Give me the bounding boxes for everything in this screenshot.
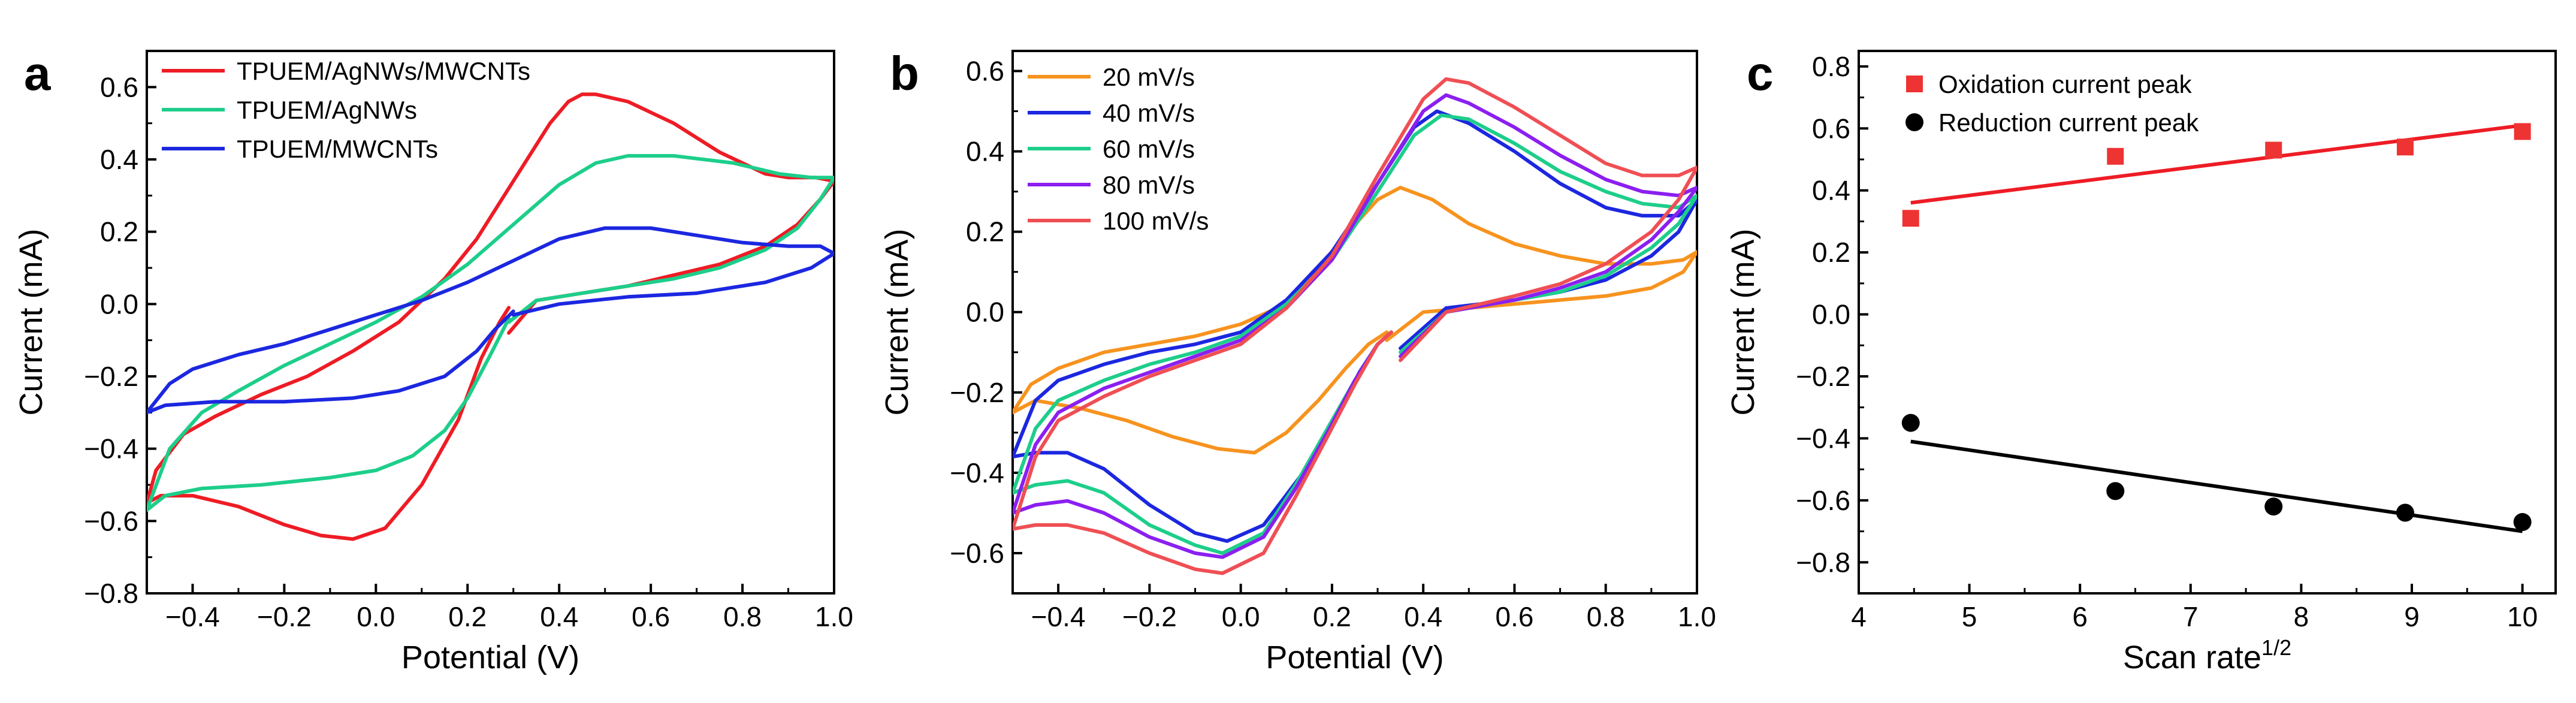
y-tick-label: −0.4 bbox=[1796, 423, 1850, 454]
y-tick-label: 0.2 bbox=[100, 216, 138, 248]
data-point-oxidation-current-peak bbox=[2514, 123, 2531, 140]
y-tick-label: −0.8 bbox=[84, 578, 138, 609]
plot-area-c bbox=[1901, 123, 2532, 533]
y-tick-label: 0.2 bbox=[1812, 237, 1850, 268]
x-tick-label: 0.8 bbox=[1587, 601, 1625, 632]
x-axis-title: Potential (V) bbox=[401, 639, 579, 675]
y-tick-label: −0.8 bbox=[1796, 547, 1850, 578]
y-tick-label: 0.0 bbox=[966, 297, 1004, 328]
x-tick-label: 7 bbox=[2183, 601, 2198, 632]
x-axis-title-text: Scan rate bbox=[2123, 639, 2261, 675]
x-tick-label: 8 bbox=[2294, 601, 2309, 632]
legend-label-tpuem-agnws-mwcnts: TPUEM/AgNWs/MWCNTs bbox=[237, 57, 530, 85]
legend-label-tpuem-mwcnts: TPUEM/MWCNTs bbox=[237, 135, 438, 163]
y-tick-label: 0.6 bbox=[1812, 113, 1850, 144]
y-tick-label: 0.4 bbox=[1812, 175, 1850, 206]
x-tick-label: 1.0 bbox=[815, 601, 853, 632]
y-tick-label: 0.6 bbox=[100, 71, 138, 102]
legend-label-oxidation-current-peak: Oxidation current peak bbox=[1938, 70, 2193, 98]
cv-curve-60-mv-s bbox=[1013, 113, 1697, 555]
data-point-oxidation-current-peak bbox=[2396, 138, 2414, 156]
legend-label-60-mv-s: 60 mV/s bbox=[1103, 135, 1195, 163]
cv-curve-tpuem-agnws-mwcnts bbox=[147, 92, 834, 541]
x-tick-label: 0.4 bbox=[540, 601, 578, 632]
panel-label-c: c bbox=[1747, 47, 1774, 100]
y-tick-label: 0.0 bbox=[1812, 299, 1850, 330]
cv-curve-tpuem-agnws bbox=[147, 154, 834, 512]
data-point-oxidation-current-peak bbox=[2107, 147, 2124, 165]
y-axis-title: Current (mA) bbox=[879, 228, 915, 415]
data-point-reduction-current-peak bbox=[2513, 513, 2532, 532]
y-axis-title: Current (mA) bbox=[13, 228, 49, 415]
data-point-reduction-current-peak bbox=[2396, 503, 2414, 522]
legend-label-80-mv-s: 80 mV/s bbox=[1103, 171, 1195, 199]
cv-curve-40-mv-s bbox=[1013, 109, 1697, 543]
plot-area-b bbox=[1013, 77, 1697, 575]
x-tick-label: 5 bbox=[1962, 601, 1977, 632]
x-tick-label: 0.6 bbox=[632, 601, 670, 632]
data-point-reduction-current-peak bbox=[2106, 482, 2125, 500]
y-tick-label: 0.0 bbox=[100, 288, 138, 319]
x-axis-title: Potential (V) bbox=[1266, 639, 1443, 675]
x-tick-label: 0.2 bbox=[448, 601, 487, 632]
legend-label-tpuem-agnws: TPUEM/AgNWs bbox=[237, 96, 417, 124]
legend-label-20-mv-s: 20 mV/s bbox=[1103, 63, 1195, 91]
x-tick-label: −0.2 bbox=[257, 601, 312, 632]
y-tick-label: −0.6 bbox=[1796, 485, 1850, 516]
cv-curve-80-mv-s bbox=[1013, 93, 1697, 559]
y-tick-label: 0.4 bbox=[966, 136, 1004, 167]
plot-frame-a bbox=[146, 50, 835, 595]
data-point-reduction-current-peak bbox=[1901, 414, 1920, 432]
legend-label-reduction-current-peak: Reduction current peak bbox=[1938, 108, 2199, 137]
x-axis-title-superscript: 1/2 bbox=[2261, 635, 2291, 660]
y-tick-label: −0.6 bbox=[84, 505, 138, 536]
x-tick-label: 0.8 bbox=[723, 601, 762, 632]
y-tick-label: 0.6 bbox=[966, 56, 1004, 87]
x-tick-label: 0.0 bbox=[357, 601, 395, 632]
x-tick-label: 1.0 bbox=[1678, 601, 1716, 632]
y-tick-label: −0.2 bbox=[950, 377, 1004, 408]
fit-line-reduction-current-peak bbox=[1910, 439, 2523, 533]
y-tick-label: −0.4 bbox=[950, 457, 1004, 488]
x-tick-label: −0.2 bbox=[1122, 601, 1177, 632]
plot-frame-c bbox=[1858, 50, 2557, 595]
x-tick-label: 0.0 bbox=[1222, 601, 1260, 632]
plot-frame-b bbox=[1011, 50, 1698, 595]
fit-line-oxidation-current-peak bbox=[1910, 123, 2523, 205]
x-axis-title: Scan rate1/2 bbox=[2123, 635, 2291, 675]
x-tick-label: 4 bbox=[1851, 601, 1867, 632]
legend-label-40-mv-s: 40 mV/s bbox=[1103, 99, 1195, 127]
x-tick-label: 10 bbox=[2507, 601, 2538, 632]
cv-curve-100-mv-s bbox=[1013, 77, 1697, 575]
chart-panel-b: −0.4 −0.2 0.0 0.2 0.4 0.6 0.8 1.0 −0.6 −0.4 −0.2 0.… bbox=[879, 50, 1716, 675]
y-tick-label: −0.6 bbox=[950, 538, 1004, 569]
x-tick-label: −0.4 bbox=[165, 601, 220, 632]
y-tick-label: −0.4 bbox=[84, 433, 138, 464]
data-point-oxidation-current-peak bbox=[1902, 210, 1919, 227]
x-tick-label: 6 bbox=[2072, 601, 2088, 632]
chart-panel-a: −0.4 −0.2 0.0 0.2 0.4 0.6 0.8 1.0 −0.8 −0.6 −0.4 −0… bbox=[13, 50, 853, 675]
y-tick-label: −0.2 bbox=[1796, 361, 1850, 392]
x-tick-label: 0.4 bbox=[1404, 601, 1442, 632]
panel-label-a: a bbox=[24, 47, 51, 100]
y-tick-label: 0.2 bbox=[966, 216, 1004, 248]
x-tick-label: −0.4 bbox=[1031, 601, 1086, 632]
legend-swatch-reduction-current-peak bbox=[1905, 113, 1923, 131]
legend-swatch-oxidation-current-peak bbox=[1906, 76, 1923, 92]
y-axis-title: Current (mA) bbox=[1725, 228, 1761, 415]
plot-area-a bbox=[147, 92, 834, 541]
y-tick-label: −0.2 bbox=[84, 361, 138, 392]
data-point-reduction-current-peak bbox=[2264, 497, 2283, 516]
x-tick-label: 9 bbox=[2404, 601, 2420, 632]
data-point-oxidation-current-peak bbox=[2265, 141, 2282, 159]
y-tick-label: 0.8 bbox=[1812, 51, 1850, 82]
x-tick-label: 0.2 bbox=[1313, 601, 1351, 632]
legend-label-100-mv-s: 100 mV/s bbox=[1103, 207, 1209, 235]
x-tick-label: 0.6 bbox=[1495, 601, 1533, 632]
cv-curve-tpuem-mwcnts bbox=[147, 226, 834, 415]
panel-label-b: b bbox=[890, 47, 919, 100]
y-tick-label: 0.4 bbox=[100, 144, 138, 175]
chart-panel-c: 4 5 6 7 8 9 10 −0.8 −0.6 −0.4 −0.2 0.0 0.2 0.4 0.6 0.8 S… bbox=[1725, 50, 2557, 675]
